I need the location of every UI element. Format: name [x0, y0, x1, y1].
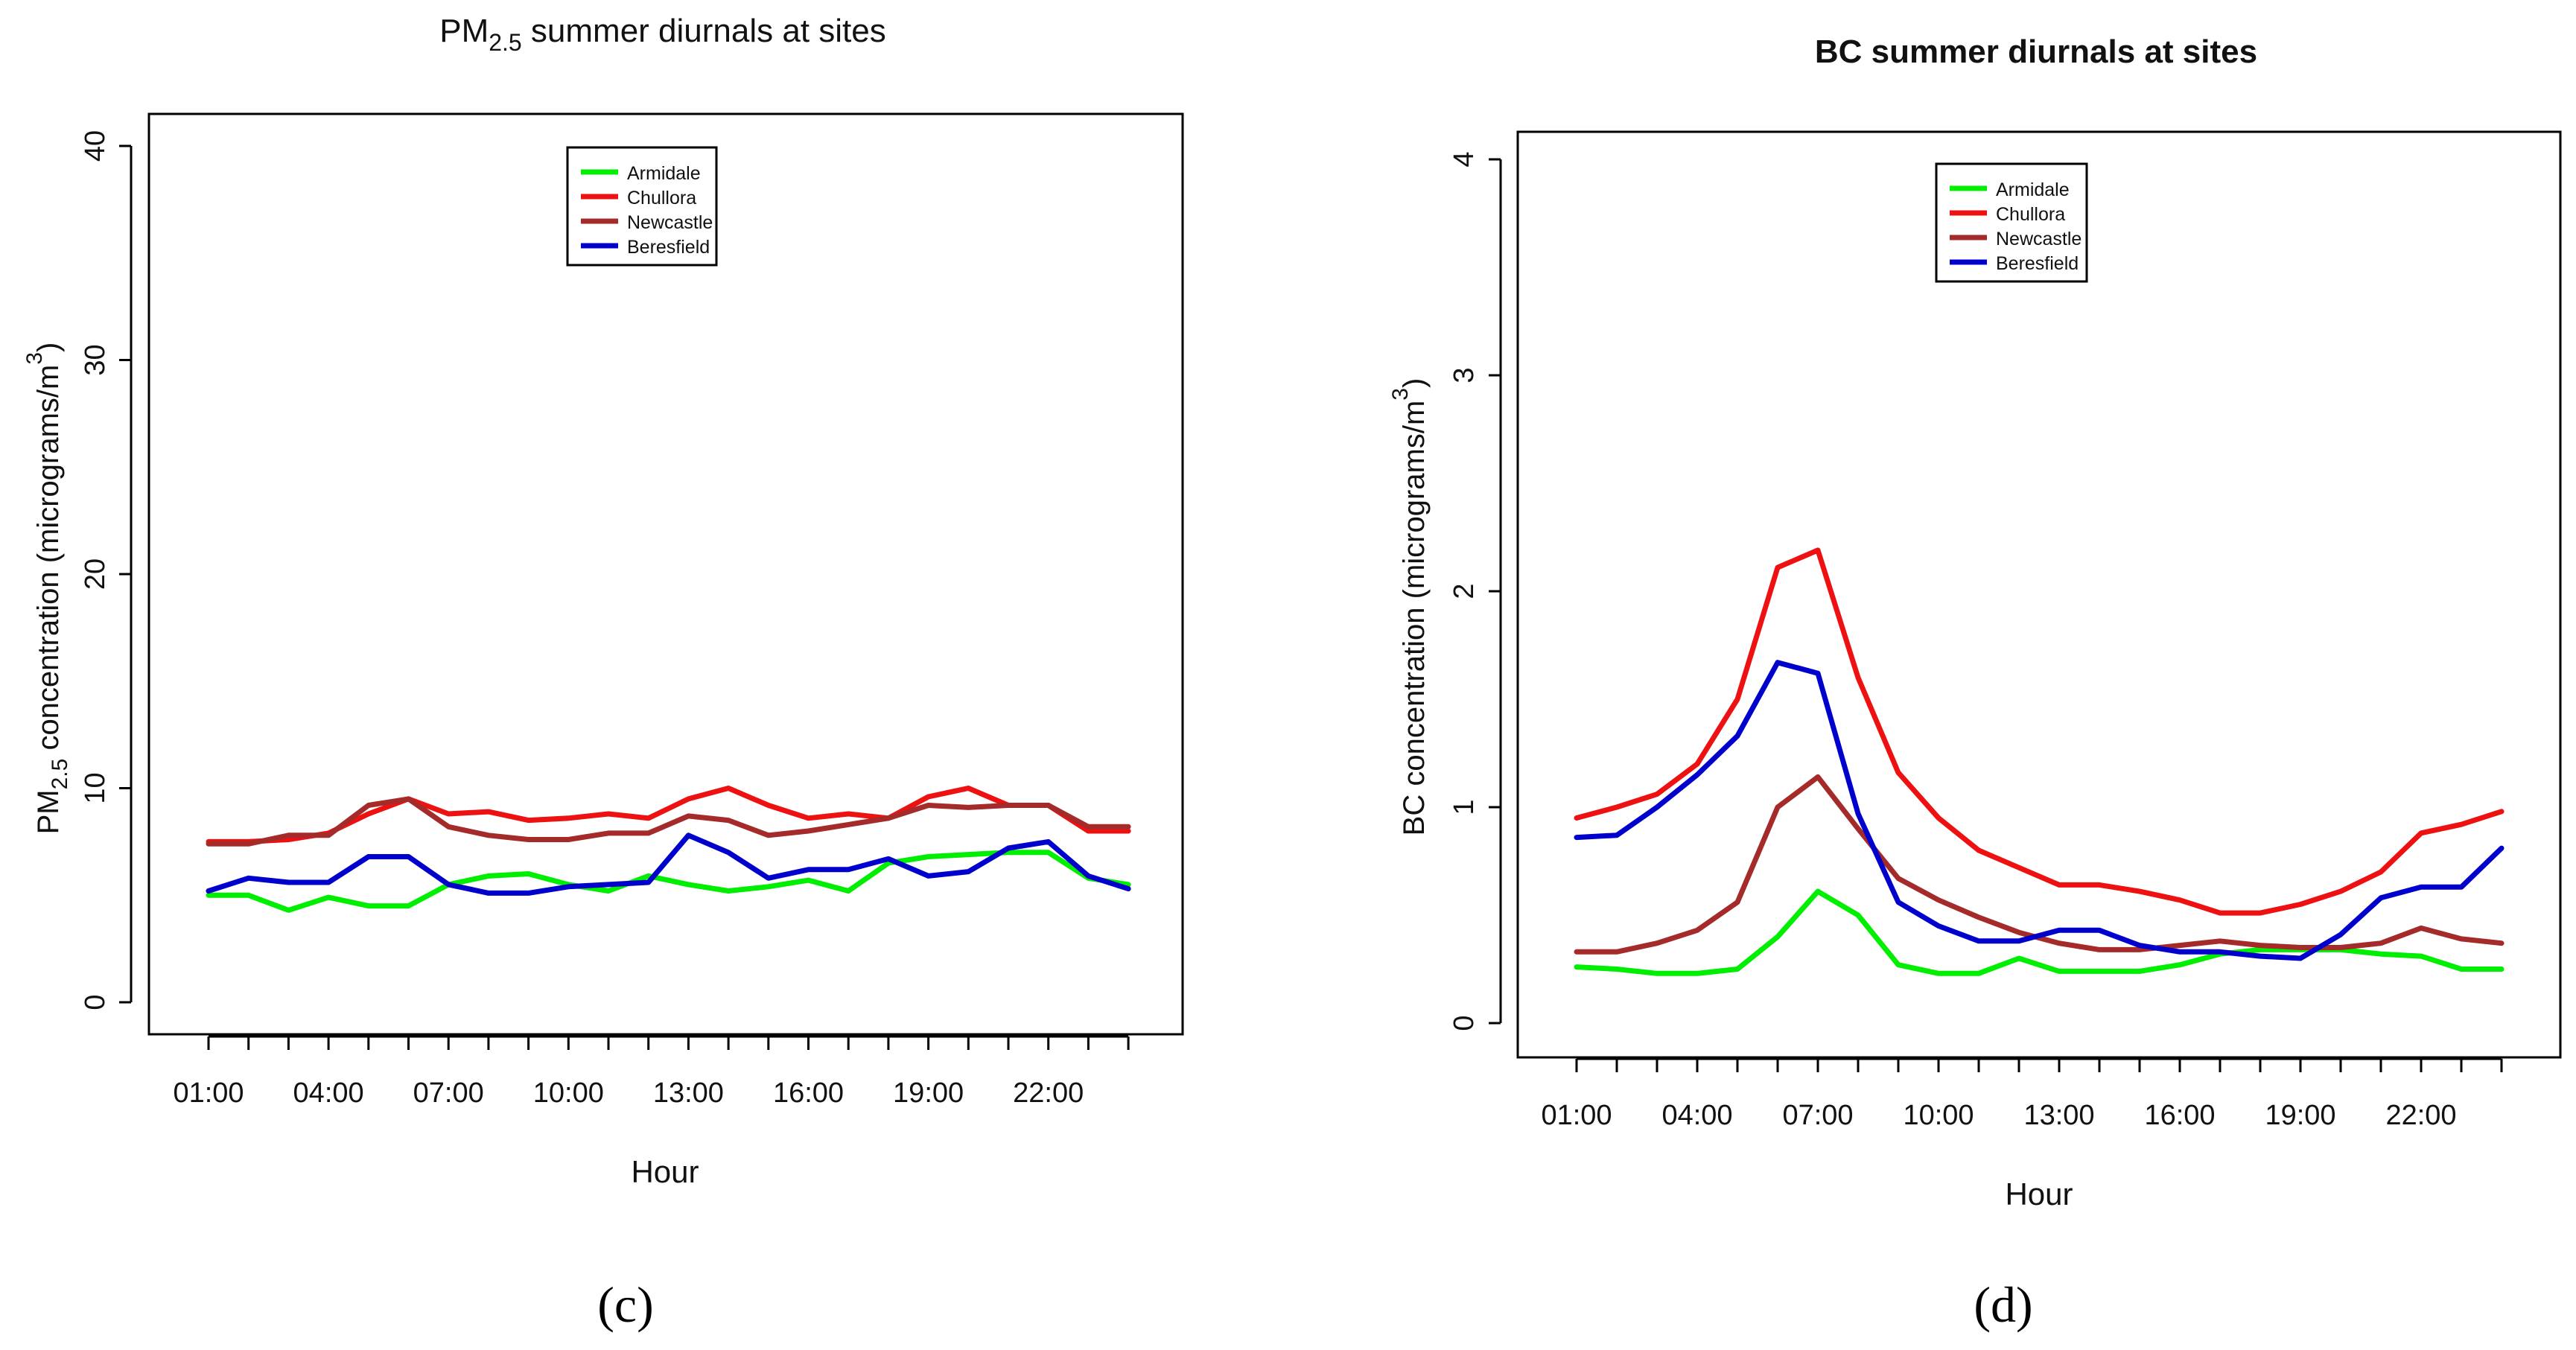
series-line-armidale: [1574, 888, 2505, 976]
legend-label-armidale: Armidale: [627, 163, 701, 184]
y-axis-label: BC concentration (micrograms/m3): [1388, 378, 1431, 836]
legend-box: [566, 146, 718, 267]
series-line-armidale: [206, 850, 1131, 913]
legend-label-chullora: Chullora: [1996, 204, 2065, 225]
series-line-newcastle: [1574, 774, 2505, 955]
plot-frame: [147, 112, 1184, 1036]
panel-caption: (c): [597, 1276, 653, 1333]
series-line-chullora: [206, 786, 1131, 844]
x-axis-label: Hour: [2005, 1177, 2073, 1212]
series-line-chullora: [1574, 547, 2505, 916]
legend-label-newcastle: Newcastle: [627, 212, 713, 233]
y-tick-label: 10: [80, 772, 111, 803]
y-axis: 0 1 2 3 4: [1448, 151, 1502, 1031]
x-tick-label: 04:00: [293, 1077, 364, 1109]
x-tick-label: 16:00: [2144, 1100, 2215, 1131]
y-tick-label: 0: [1448, 1015, 1480, 1031]
legend-label-beresfield: Beresfield: [1996, 253, 2079, 274]
plot-frame: [1516, 130, 2562, 1059]
chart-title: PM2.5 summer diurnals at sites: [439, 13, 886, 56]
x-tick-label: 07:00: [1782, 1100, 1853, 1131]
panel-caption: (d): [1974, 1276, 2032, 1333]
x-tick-label: 01:00: [173, 1077, 244, 1109]
x-tick-label: 10:00: [1903, 1100, 1974, 1131]
legend: Armidale Chullora Newcastle Beresfield: [566, 146, 718, 267]
x-axis: 01:00 04:00 07:00 10:00 13:00 16:00 19:00 22:00: [173, 1035, 1130, 1109]
y-tick-label: 0: [80, 994, 111, 1010]
x-tick-label: 13:00: [2023, 1100, 2094, 1131]
series-line-beresfield: [1574, 660, 2505, 961]
legend-label-beresfield: Beresfield: [627, 237, 710, 258]
x-axis: 01:00 04:00 07:00 10:00 13:00 16:00 19:00 22:00: [1541, 1057, 2503, 1131]
series-lines: [206, 786, 1131, 913]
panel-d-bc-chart: BC summer diurnals at sites BC concentra…: [1388, 34, 2562, 1333]
x-tick-label: 22:00: [1013, 1077, 1084, 1109]
x-tick-label: 01:00: [1541, 1100, 1612, 1131]
legend-label-chullora: Chullora: [627, 188, 696, 208]
svg-text:PM2.5 concentration (microgram: PM2.5 concentration (micrograms/m3): [22, 343, 72, 835]
series-lines: [1574, 547, 2505, 976]
x-tick-label: 13:00: [653, 1077, 724, 1109]
y-tick-label: 20: [80, 558, 111, 590]
y-tick-label: 1: [1448, 799, 1480, 815]
panel-c-pm25-chart: PM2.5 summer diurnals at sites PM2.5 con…: [22, 13, 1184, 1333]
chart-title: BC summer diurnals at sites: [1815, 34, 2257, 70]
x-tick-label: 07:00: [413, 1077, 484, 1109]
y-tick-label: 4: [1448, 151, 1480, 167]
x-tick-label: 04:00: [1661, 1100, 1732, 1131]
y-tick-label: 3: [1448, 367, 1480, 383]
x-tick-label: 16:00: [773, 1077, 844, 1109]
series-line-beresfield: [206, 832, 1131, 896]
y-axis: 0 10 20 30 40: [80, 130, 133, 1010]
x-tick-label: 19:00: [893, 1077, 964, 1109]
y-tick-label: 30: [80, 344, 111, 375]
x-axis-label: Hour: [631, 1154, 699, 1189]
x-tick-label: 10:00: [533, 1077, 604, 1109]
legend: Armidale Chullora Newcastle Beresfield: [1935, 162, 2088, 283]
legend-label-newcastle: Newcastle: [1996, 229, 2082, 249]
series-line-newcastle: [206, 796, 1131, 847]
legend-label-armidale: Armidale: [1996, 179, 2070, 200]
y-axis-label: PM2.5 concentration (micrograms/m3): [22, 343, 72, 835]
x-tick-label: 22:00: [2385, 1100, 2456, 1131]
svg-text:BC concentration (micrograms/m: BC concentration (micrograms/m3): [1388, 378, 1431, 836]
y-tick-label: 2: [1448, 583, 1480, 599]
y-tick-label: 40: [80, 130, 111, 162]
x-tick-label: 19:00: [2265, 1100, 2335, 1131]
